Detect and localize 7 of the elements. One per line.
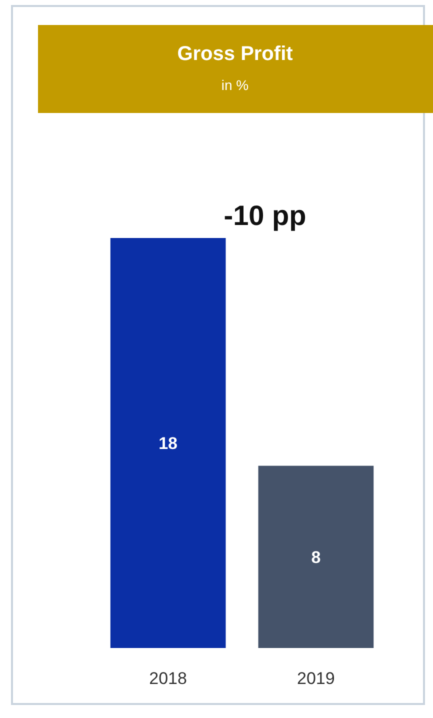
chart-title: Gross Profit [177, 43, 294, 65]
chart-subtitle: in % [221, 77, 249, 93]
text: -10 pp [224, 200, 306, 231]
x-tick-label: 2019 [297, 669, 335, 688]
data-label: 8 [311, 548, 321, 567]
data-label: 18 [158, 434, 178, 453]
x-tick-label: 2018 [149, 669, 187, 688]
